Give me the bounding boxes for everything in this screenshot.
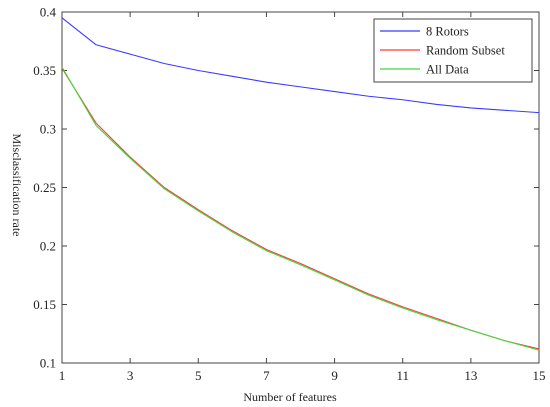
y-tick-label: 0.4 xyxy=(40,5,57,20)
series-line-1 xyxy=(61,17,540,114)
x-tick-label: 9 xyxy=(331,368,338,383)
legend-label: Random Subset xyxy=(426,44,505,58)
y-tick-label: 0.1 xyxy=(40,356,56,371)
x-tick-label: 13 xyxy=(464,368,477,383)
y-tick-label: 0.2 xyxy=(40,239,56,254)
y-tick-label: 0.15 xyxy=(33,297,56,312)
legend-label: 8 Rotors xyxy=(426,25,469,39)
y-tick-label: 0.25 xyxy=(33,180,56,195)
x-tick-label: 7 xyxy=(263,368,270,383)
legend: 8 Rotors Random Subset All Data xyxy=(373,18,533,83)
legend-label: All Data xyxy=(426,63,469,77)
x-axis-label: Number of features xyxy=(243,390,337,404)
y-tick-label: 0.35 xyxy=(33,63,56,78)
x-tick-label: 1 xyxy=(59,368,66,383)
y-tick-label: 0.3 xyxy=(40,122,56,137)
x-tick-label: 15 xyxy=(533,368,546,383)
x-tick-label: 11 xyxy=(396,368,409,383)
series-line-3 xyxy=(61,66,540,351)
x-tick-label: 5 xyxy=(195,368,202,383)
y-axis-label: Misclassification rate xyxy=(10,134,24,237)
x-tick-label: 3 xyxy=(127,368,134,383)
